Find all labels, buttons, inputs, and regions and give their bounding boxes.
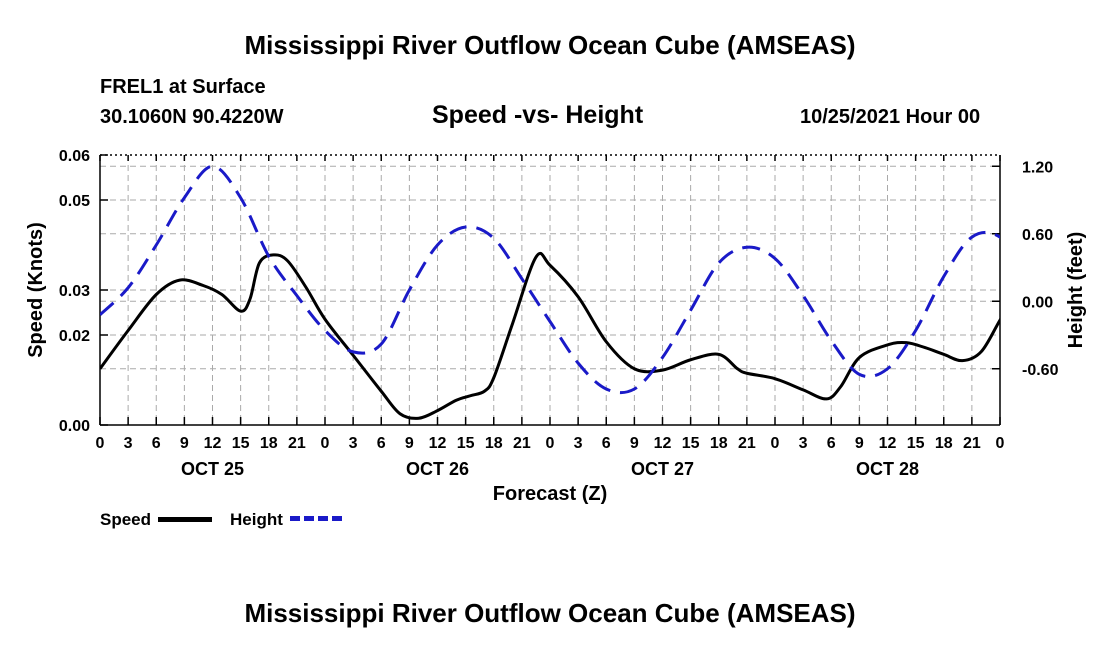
chart-axes bbox=[99, 154, 1001, 426]
y-tick-label: 0.00 bbox=[59, 418, 90, 435]
x-tick-label: 18 bbox=[710, 435, 728, 452]
x-tick-label: 15 bbox=[907, 435, 925, 452]
x-tick-label: 3 bbox=[124, 435, 133, 452]
x-tick-label: 21 bbox=[738, 435, 756, 452]
x-tick-label: 15 bbox=[232, 435, 250, 452]
x-tick-label: 12 bbox=[429, 435, 447, 452]
x-day-label: OCT 26 bbox=[406, 459, 469, 479]
legend-speed-swatch bbox=[158, 517, 212, 522]
y-tick-label: 0.05 bbox=[59, 193, 90, 210]
y-tick-label: 0.03 bbox=[59, 283, 90, 300]
x-tick-label: 9 bbox=[630, 435, 639, 452]
page-title: Mississippi River Outflow Ocean Cube (AM… bbox=[244, 30, 856, 60]
x-day-label: OCT 25 bbox=[181, 459, 244, 479]
x-tick-label: 6 bbox=[602, 435, 611, 452]
chart-series bbox=[100, 164, 1000, 420]
forecast-datetime: 10/25/2021 Hour 00 bbox=[800, 106, 981, 128]
x-tick-label: 6 bbox=[377, 435, 386, 452]
y-tick-label: 0.06 bbox=[59, 148, 90, 165]
x-tick-label: 21 bbox=[963, 435, 981, 452]
x-tick-label: 9 bbox=[180, 435, 189, 452]
x-tick-label: 3 bbox=[799, 435, 808, 452]
x-tick-label: 12 bbox=[654, 435, 672, 452]
y2-tick-label: -0.60 bbox=[1022, 362, 1059, 379]
x-tick-label: 18 bbox=[935, 435, 953, 452]
x-tick-label: 3 bbox=[349, 435, 358, 452]
series-line-speed bbox=[100, 251, 1000, 420]
y2-axis-label: Height (feet) bbox=[1065, 232, 1087, 349]
x-tick-label: 15 bbox=[457, 435, 475, 452]
x-tick-label: 0 bbox=[546, 435, 555, 452]
x-tick-label: 18 bbox=[260, 435, 278, 452]
x-tick-label: 0 bbox=[771, 435, 780, 452]
x-tick-label: 15 bbox=[682, 435, 700, 452]
legend-height-swatch bbox=[290, 516, 342, 521]
station-name: FREL1 at Surface bbox=[100, 76, 266, 98]
chart-labels: 0 3 6 9 12 15 18 21 0 3 6 9 12 15 18 21 0 3 6 9 12 15 18 21 0 3 6 9… bbox=[25, 148, 1087, 505]
series-line-height bbox=[100, 164, 1000, 395]
legend-speed-label: Speed bbox=[100, 510, 152, 529]
x-tick-label: 6 bbox=[152, 435, 161, 452]
x-tick-label: 0 bbox=[96, 435, 105, 452]
page-title-bottom: Mississippi River Outflow Ocean Cube (AM… bbox=[244, 598, 856, 628]
x-tick-label: 9 bbox=[405, 435, 414, 452]
x-tick-label: 9 bbox=[855, 435, 864, 452]
x-tick-label: 18 bbox=[485, 435, 503, 452]
y-tick-label: 0.02 bbox=[59, 328, 90, 345]
y-axis-label: Speed (Knots) bbox=[25, 222, 47, 358]
y2-tick-label: 0.60 bbox=[1022, 227, 1053, 244]
y2-tick-label: 1.20 bbox=[1022, 159, 1053, 176]
x-tick-label: 0 bbox=[321, 435, 330, 452]
x-day-label: OCT 27 bbox=[631, 459, 694, 479]
x-tick-label: 12 bbox=[879, 435, 897, 452]
x-tick-label: 0 bbox=[996, 435, 1005, 452]
x-tick-label: 3 bbox=[574, 435, 583, 452]
x-tick-label: 12 bbox=[204, 435, 222, 452]
x-tick-label: 21 bbox=[288, 435, 306, 452]
x-tick-label: 6 bbox=[827, 435, 836, 452]
chart-title: Speed -vs- Height bbox=[432, 101, 644, 129]
station-coords: 30.1060N 90.4220W bbox=[100, 106, 284, 128]
x-tick-label: 21 bbox=[513, 435, 531, 452]
chart-grid bbox=[100, 155, 1000, 425]
x-day-label: OCT 28 bbox=[856, 459, 919, 479]
y2-tick-label: 0.00 bbox=[1022, 294, 1053, 311]
x-axis-label: Forecast (Z) bbox=[493, 483, 607, 505]
legend-height-label: Height bbox=[230, 510, 283, 529]
